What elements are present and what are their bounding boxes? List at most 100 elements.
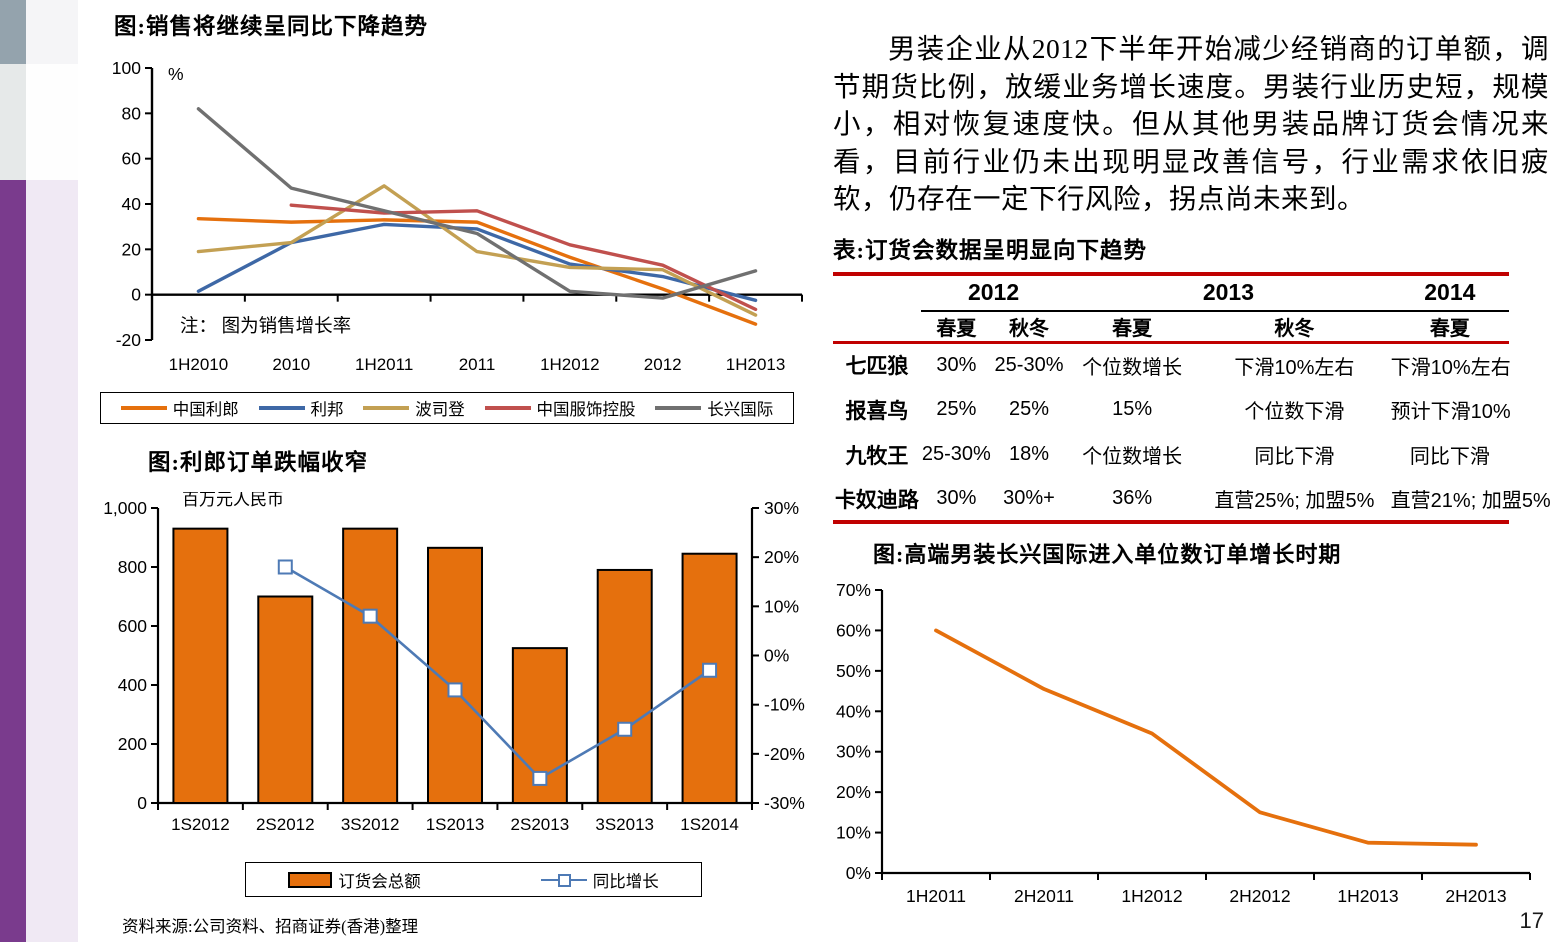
svg-text:3S2012: 3S2012: [341, 815, 400, 834]
svg-text:0%: 0%: [764, 646, 789, 666]
table-cell: 25%: [1009, 398, 1050, 420]
svg-text:30%: 30%: [764, 498, 799, 518]
svg-text:2S2013: 2S2013: [511, 815, 570, 834]
svg-text:30%: 30%: [836, 742, 871, 762]
orders-table-title: 表:订货会数据呈明显向下趋势: [833, 237, 1147, 263]
svg-text:注： 图为销售增长率: 注： 图为销售增长率: [180, 316, 351, 337]
svg-text:40: 40: [122, 194, 142, 214]
table-cell: 预计下滑10%: [1390, 401, 1511, 423]
table-cell: 30%+: [1003, 487, 1055, 509]
season-header: 春夏: [1066, 310, 1199, 344]
svg-text:0: 0: [131, 285, 141, 305]
svg-text:80: 80: [122, 103, 142, 123]
table-cell: 个位数增长: [1082, 446, 1183, 468]
svg-text:2011: 2011: [459, 355, 496, 374]
legend-label: 订货会总额: [338, 871, 421, 891]
deco-block-bluegray: [0, 0, 26, 64]
table-cell: 25-30%: [921, 443, 991, 465]
table-subheader-row: 春夏 秋冬 春夏 秋冬 春夏: [833, 310, 1509, 344]
brand-cell: 九牧王: [845, 443, 909, 468]
svg-text:1H2013: 1H2013: [726, 355, 786, 374]
table-row: 报喜鸟 25% 25% 15% 个位数下滑 预计下滑10%: [833, 387, 1511, 432]
table-cell: 下滑10%左右: [1390, 356, 1511, 379]
table-cell: 同比下滑: [1409, 446, 1490, 468]
svg-text:%: %: [168, 64, 184, 84]
year-header: 2014: [1390, 273, 1509, 312]
trinity-chart-title: 图:高端男装长兴国际进入单位数订单增长时期: [873, 542, 1342, 567]
orders-chart-legend: 订货会总额 同比增长: [245, 862, 702, 897]
svg-text:100: 100: [112, 58, 141, 78]
svg-text:40%: 40%: [836, 701, 871, 721]
svg-text:1S2013: 1S2013: [426, 815, 485, 834]
orders-table: 2012 2013 2014 春夏 秋冬 春夏 秋冬 春夏七匹狼 30% 25-30% 个位数增长 下…: [833, 271, 1551, 524]
table-cell: 30%: [936, 353, 977, 376]
table-cell: 下滑10%左右: [1234, 356, 1355, 379]
table-cell: 个位数增长: [1082, 356, 1183, 379]
year-header: 2012: [920, 273, 1067, 312]
svg-text:1S2014: 1S2014: [680, 815, 739, 834]
table-cell: 18%: [1009, 443, 1050, 465]
legend-item: 波司登: [363, 396, 465, 420]
table-row: 七匹狼 30% 25-30% 个位数增长 下滑10%左右 下滑10%左右: [833, 342, 1511, 387]
orders-bar-line-chart: 百万元人民币 0 200 400 600 800 1,000 -30% -20% -10% 0% 10…: [103, 492, 805, 834]
table-cell: 25%: [936, 398, 977, 420]
svg-text:2H2012: 2H2012: [1229, 886, 1290, 906]
svg-text:60: 60: [122, 149, 142, 169]
deco-block-purple: [0, 180, 26, 942]
season-header: 春夏: [1390, 310, 1509, 344]
legend-item: 中国服饰控股: [484, 396, 636, 420]
orders-chart-title: 图:利郎订单跌幅收窄: [148, 450, 368, 475]
svg-text:60%: 60%: [836, 620, 871, 640]
svg-text:-20: -20: [116, 330, 142, 350]
legend-label: 同比增长: [592, 871, 659, 891]
svg-text:2H2011: 2H2011: [1014, 886, 1074, 906]
legend-item: 订货会总额: [288, 868, 421, 892]
year-header: 2013: [1066, 273, 1391, 312]
table-row: 九牧王 25-30% 18% 个位数增长 同比下滑 同比下滑: [833, 432, 1509, 477]
legend-label: 中国服饰控股: [536, 400, 636, 419]
table-cell: 30%: [936, 487, 977, 509]
svg-text:-10%: -10%: [764, 695, 805, 715]
legend-label: 长兴国际: [707, 400, 774, 419]
brand-cell: 七匹狼: [845, 354, 909, 379]
legend-item: 长兴国际: [655, 396, 773, 420]
svg-text:600: 600: [118, 616, 147, 636]
line-marker-swatch: [540, 873, 587, 887]
legend-label: 利邦: [310, 400, 344, 419]
right-column: 男装企业从2012下半年开始减少经销商的订单额，调节期货比例，放缓业务增长速度。…: [833, 0, 1551, 910]
svg-text:1,000: 1,000: [103, 498, 147, 518]
svg-text:10%: 10%: [836, 823, 871, 843]
svg-text:-20%: -20%: [764, 744, 805, 764]
svg-text:1S2012: 1S2012: [171, 815, 230, 834]
sales-growth-chart-legend: 中国利郎 利邦 波司登 中国服饰控股 长兴国际: [100, 392, 794, 424]
svg-text:20%: 20%: [764, 547, 799, 567]
table-cell: 25-30%: [994, 353, 1064, 376]
svg-text:10%: 10%: [764, 596, 799, 616]
left-column: 图:销售将继续呈同比下降趋势 -20 0 20 40 60 80 100 1H2010 2010…: [100, 6, 816, 937]
line-swatch: [120, 406, 167, 410]
line-swatch: [484, 406, 531, 410]
table-year-row: 2012 2013 2014: [833, 273, 1509, 312]
brand-cell: 卡奴迪路: [834, 487, 919, 512]
page-number: 17: [1519, 908, 1544, 933]
svg-text:2H2013: 2H2013: [1445, 886, 1506, 906]
svg-text:1H2010: 1H2010: [169, 355, 229, 374]
season-header: 秋冬: [991, 310, 1067, 344]
sales-growth-chart-title: 图:销售将继续呈同比下降趋势: [114, 14, 428, 39]
legend-item: 中国利郎: [120, 396, 239, 420]
deco-block-white: [26, 64, 78, 180]
svg-text:1H2011: 1H2011: [906, 886, 966, 906]
source-note: 资料来源:公司资料、招商证券(香港)整理: [122, 917, 419, 936]
svg-text:200: 200: [118, 734, 147, 754]
svg-text:2S2012: 2S2012: [256, 815, 315, 834]
svg-text:1H2012: 1H2012: [540, 355, 600, 374]
line-swatch: [258, 406, 305, 410]
trinity-line-chart: 0% 10% 20% 30% 40% 50% 60% 70% 1H2011 2H2011 1H201…: [836, 580, 1531, 906]
svg-text:800: 800: [118, 557, 147, 577]
table-cell: 同比下滑: [1254, 446, 1335, 468]
body-paragraph: 男装企业从2012下半年开始减少经销商的订单额，调节期货比例，放缓业务增长速度。…: [833, 33, 1549, 214]
line-swatch: [655, 406, 702, 410]
svg-text:400: 400: [118, 675, 147, 695]
line-swatch: [363, 406, 410, 410]
